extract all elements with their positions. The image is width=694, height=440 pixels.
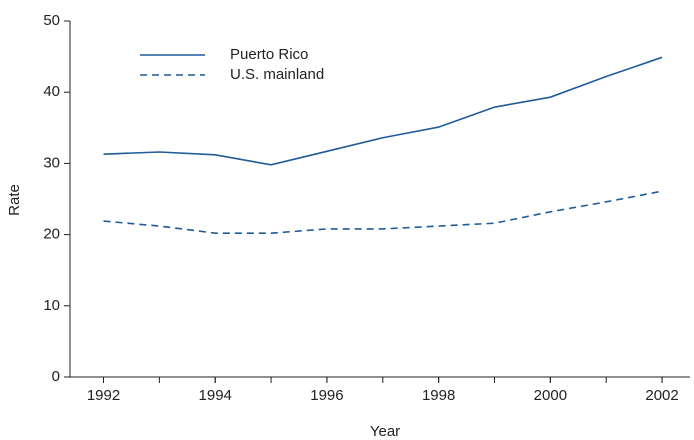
y-tick-label: 30 <box>43 154 60 171</box>
y-tick-label: 20 <box>43 226 60 243</box>
y-tick-label: 10 <box>43 297 60 314</box>
x-tick-label: 1992 <box>87 387 120 404</box>
y-tick-label: 50 <box>43 12 60 29</box>
x-tick-label: 1994 <box>199 387 232 404</box>
y-tick-label: 0 <box>52 368 60 385</box>
x-tick-label: 1998 <box>422 387 455 404</box>
series-line <box>103 56 663 166</box>
legend-label: U.S. mainland <box>230 66 324 83</box>
y-axis-label: Rate <box>6 184 23 216</box>
legend-label: Puerto Rico <box>230 46 308 63</box>
x-axis-label: Year <box>370 423 400 440</box>
x-tick-label: 2000 <box>534 387 567 404</box>
x-tick-label: 2002 <box>645 387 678 404</box>
y-tick-label: 40 <box>43 83 60 100</box>
x-tick-label: 1996 <box>310 387 343 404</box>
series-line <box>103 190 663 234</box>
